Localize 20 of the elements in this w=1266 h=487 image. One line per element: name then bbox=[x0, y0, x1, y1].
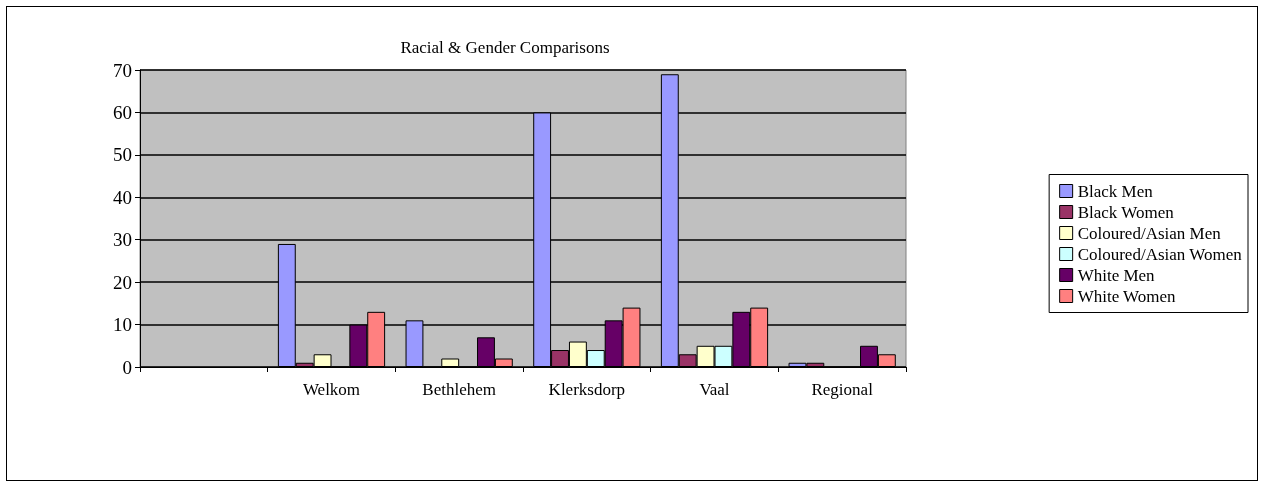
y-tick-label: 50 bbox=[113, 144, 132, 166]
legend-label: Black Men bbox=[1077, 181, 1154, 201]
y-tick-label: 0 bbox=[122, 356, 132, 378]
y-tick-label: 60 bbox=[113, 101, 132, 123]
y-tick-label: 20 bbox=[113, 271, 132, 293]
x-tick-label: Bethlehem bbox=[422, 380, 496, 399]
y-tick-label: 30 bbox=[113, 229, 132, 251]
legend-label: Coloured/Asian Women bbox=[1077, 244, 1243, 264]
x-tick-label: Klerksdorp bbox=[548, 380, 626, 399]
x-tick-label: Welkom bbox=[302, 380, 361, 399]
legend-label: Black Women bbox=[1077, 202, 1175, 222]
y-tick-label: 40 bbox=[113, 186, 132, 208]
legend-label: Coloured/Asian Men bbox=[1077, 223, 1222, 243]
x-tick-label: Vaal bbox=[699, 380, 730, 399]
chart-title: Racial & Gender Comparisons bbox=[400, 38, 610, 57]
y-tick-label: 10 bbox=[113, 314, 132, 336]
y-tick-label: 70 bbox=[113, 59, 132, 81]
legend-label: White Men bbox=[1077, 265, 1156, 285]
x-tick-label: Regional bbox=[811, 380, 874, 399]
legend-label: White Women bbox=[1077, 286, 1177, 306]
